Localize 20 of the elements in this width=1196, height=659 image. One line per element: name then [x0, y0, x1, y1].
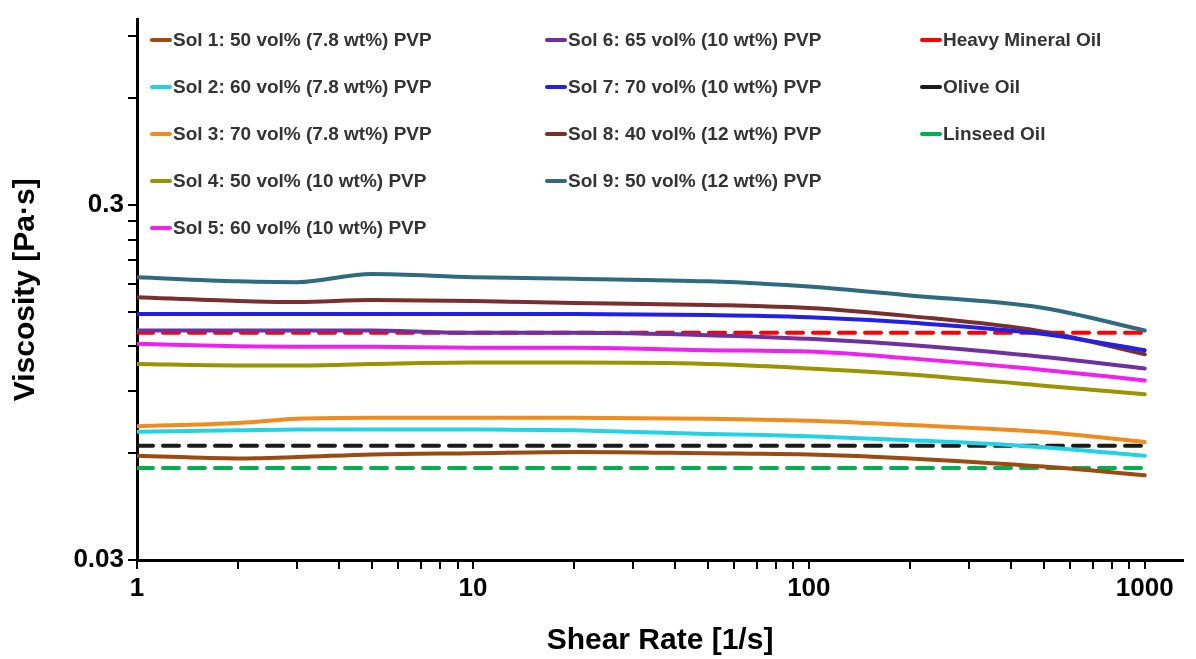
x-tick-label: 1 [129, 571, 145, 602]
legend-label: Sol 1: 50 vol% (7.8 wt%) PVP [173, 29, 432, 51]
legend-label: Sol 2: 60 vol% (7.8 wt%) PVP [173, 76, 432, 98]
legend-label: Sol 3: 70 vol% (7.8 wt%) PVP [173, 123, 432, 145]
legend-label: Sol 6: 65 vol% (10 wt%) PVP [568, 29, 822, 51]
legend-label: Heavy Mineral Oil [943, 29, 1102, 51]
legend-label: Linseed Oil [943, 123, 1046, 145]
x-axis-title: Shear Rate [1/s] [546, 622, 774, 656]
y-tick-label: 0.03 [73, 543, 124, 574]
y-tick-label: 0.3 [87, 188, 124, 219]
legend-label: Sol 4: 50 vol% (10 wt%) PVP [173, 170, 427, 192]
x-tick-label: 10 [458, 571, 488, 602]
legend-label: Olive Oil [943, 76, 1021, 98]
y-axis-title: Viscosity [Pa·s] [7, 178, 41, 402]
legend-label: Sol 8: 40 vol% (12 wt%) PVP [568, 123, 822, 145]
x-tick-label: 1000 [1115, 571, 1174, 602]
x-tick-label: 100 [787, 571, 831, 602]
legend-label: Sol 7: 70 vol% (10 wt%) PVP [568, 76, 822, 98]
legend-label: Sol 9: 50 vol% (12 wt%) PVP [568, 170, 822, 192]
legend-label: Sol 5: 60 vol% (10 wt%) PVP [173, 217, 427, 239]
